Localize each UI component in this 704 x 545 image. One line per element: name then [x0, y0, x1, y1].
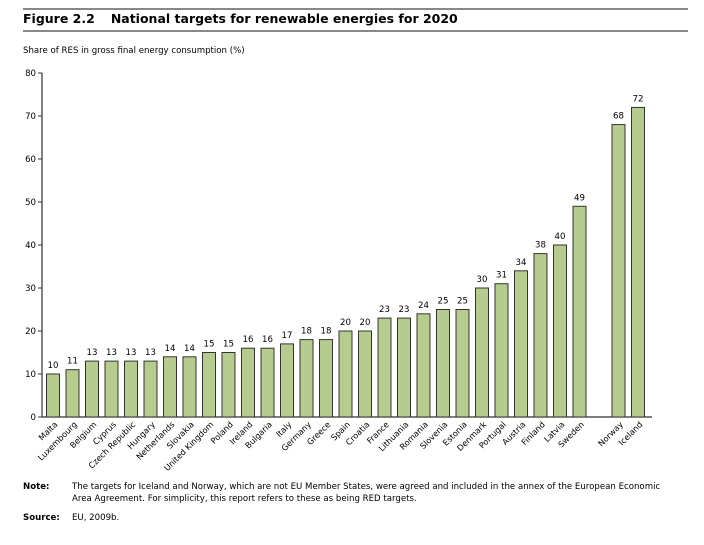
bar — [572, 205, 587, 418]
data-label: 68 — [613, 112, 624, 122]
bar — [124, 360, 138, 418]
figure-title-text: National targets for renewable energies … — [110, 11, 458, 26]
note-text: The targets for Iceland and Norway, whic… — [72, 482, 661, 504]
data-label: 31 — [496, 271, 507, 281]
data-label: 34 — [516, 258, 527, 268]
figure-number: Figure 2.2 — [23, 11, 95, 26]
bar — [299, 339, 314, 418]
bar — [104, 360, 119, 418]
y-tick-label: 40 — [25, 241, 36, 251]
data-label: 15 — [204, 340, 215, 350]
data-label: 10 — [48, 361, 59, 371]
y-axis-label: Share of RES in gross final energy consu… — [23, 46, 245, 56]
title-rule — [23, 30, 688, 32]
bar — [358, 330, 372, 418]
top-rule — [23, 8, 688, 10]
bar — [202, 352, 216, 418]
bar — [475, 287, 489, 418]
data-label: 13 — [126, 348, 137, 358]
data-label: 30 — [477, 275, 488, 285]
y-tick-label: 0 — [31, 413, 36, 423]
bar — [514, 270, 528, 418]
data-label: 20 — [340, 318, 351, 328]
data-label: 15 — [223, 340, 234, 350]
bar — [377, 317, 392, 418]
data-label: 17 — [282, 331, 293, 341]
figure-title: Figure 2.2 National targets for renewable… — [23, 11, 458, 26]
bar — [85, 360, 99, 418]
bar — [631, 106, 645, 418]
data-label: 40 — [555, 232, 566, 242]
y-tick-label: 30 — [25, 284, 36, 294]
bar — [533, 253, 548, 418]
bar-chart: Share of RES in gross final energy consu… — [23, 46, 652, 473]
data-label: 11 — [67, 357, 78, 367]
bar — [143, 360, 158, 418]
bar — [338, 330, 353, 418]
data-label: 16 — [243, 335, 254, 345]
data-label: 13 — [106, 348, 117, 358]
data-label: 38 — [535, 241, 546, 251]
data-label: 16 — [262, 335, 273, 345]
bar — [163, 356, 177, 418]
data-label: 18 — [301, 327, 312, 337]
y-tick-label: 50 — [25, 198, 36, 208]
data-label: 14 — [184, 344, 195, 354]
bar — [436, 309, 450, 418]
bar — [494, 283, 509, 418]
y-tick-label: 70 — [25, 112, 36, 122]
y-tick-label: 10 — [25, 370, 36, 380]
bar — [416, 313, 431, 418]
bar — [397, 317, 411, 418]
bar — [46, 373, 60, 418]
y-tick-label: 80 — [25, 69, 36, 79]
source-text: EU, 2009b. — [72, 513, 120, 523]
data-label: 20 — [360, 318, 371, 328]
bar — [319, 339, 333, 418]
data-label: 25 — [438, 297, 449, 307]
bar — [553, 244, 567, 418]
bar — [280, 343, 294, 418]
bar — [65, 369, 80, 418]
y-tick-label: 60 — [25, 155, 36, 165]
source-label: Source: — [23, 513, 60, 523]
data-label: 14 — [165, 344, 176, 354]
data-label: 72 — [633, 94, 644, 104]
data-label: 13 — [145, 348, 156, 358]
data-label: 23 — [399, 305, 410, 315]
bar — [455, 309, 470, 418]
data-label: 25 — [457, 297, 468, 307]
note-label: Note: — [23, 482, 50, 492]
bar — [260, 347, 275, 418]
data-label: 18 — [321, 327, 332, 337]
data-label: 23 — [379, 305, 390, 315]
bar — [221, 352, 236, 418]
y-tick-label: 20 — [25, 327, 36, 337]
bar — [182, 356, 197, 418]
data-label: 49 — [574, 193, 585, 203]
data-label: 13 — [87, 348, 98, 358]
bar — [611, 124, 626, 418]
data-label: 24 — [418, 301, 429, 311]
bar — [241, 347, 255, 418]
